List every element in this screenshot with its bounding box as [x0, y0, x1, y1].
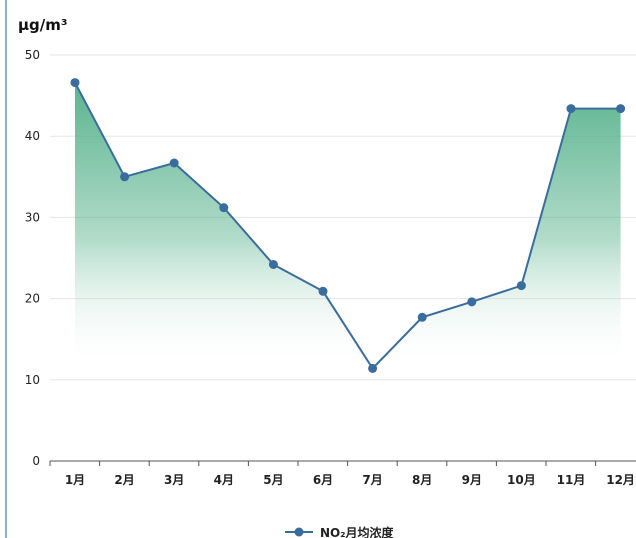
axes-layer	[49, 460, 636, 466]
y-tick-label: 50	[25, 48, 40, 62]
x-tick-label: 9月	[462, 473, 482, 487]
area-fill	[75, 82, 621, 369]
x-tick-label: 7月	[362, 473, 382, 487]
y-tick-label: 20	[25, 292, 40, 306]
x-tick-label: 1月	[65, 473, 85, 487]
legend[interactable]: NO₂月均浓度	[285, 525, 395, 538]
y-axis-unit-label: μg/m³	[18, 16, 67, 34]
x-tick-label: 2月	[114, 473, 134, 487]
series-line-layer	[74, 82, 621, 371]
data-point-11月	[566, 104, 576, 114]
x-tick-label: 12月	[606, 473, 635, 487]
x-tick-label: 11月	[557, 473, 586, 487]
data-point-2月	[120, 172, 130, 182]
data-point-10月	[516, 281, 526, 291]
left-border-rule	[5, 0, 7, 538]
y-tick-label: 0	[32, 454, 40, 468]
x-tick-label: 8月	[412, 473, 432, 487]
data-point-9月	[467, 297, 477, 307]
data-point-5月	[268, 259, 278, 269]
series-markers-layer	[70, 78, 626, 373]
area-fill-layer	[75, 82, 621, 369]
data-point-1月	[70, 78, 80, 88]
data-point-7月	[368, 363, 378, 373]
y-tick-label: 10	[25, 373, 40, 387]
x-tick-labels: 1月 2月 3月 4月 5月 6月 7月 8月 9月 10月 11月 12月	[65, 473, 635, 487]
series-line	[74, 82, 621, 371]
data-point-8月	[417, 312, 427, 322]
data-point-6月	[318, 286, 328, 296]
legend-marker-swatch	[294, 527, 304, 537]
data-point-12月	[616, 104, 626, 114]
data-point-3月	[169, 158, 179, 168]
y-tick-label: 30	[25, 210, 40, 224]
y-tick-labels: 0 10 20 30 40 50	[25, 48, 40, 468]
x-tick-label: 6月	[313, 473, 333, 487]
legend-label: NO₂月均浓度	[320, 525, 395, 538]
y-tick-label: 40	[25, 129, 40, 143]
x-tick-label: 4月	[214, 473, 234, 487]
data-point-4月	[219, 203, 229, 213]
x-tick-label: 5月	[263, 473, 283, 487]
x-tick-label: 10月	[507, 473, 536, 487]
x-tick-label: 3月	[164, 473, 184, 487]
